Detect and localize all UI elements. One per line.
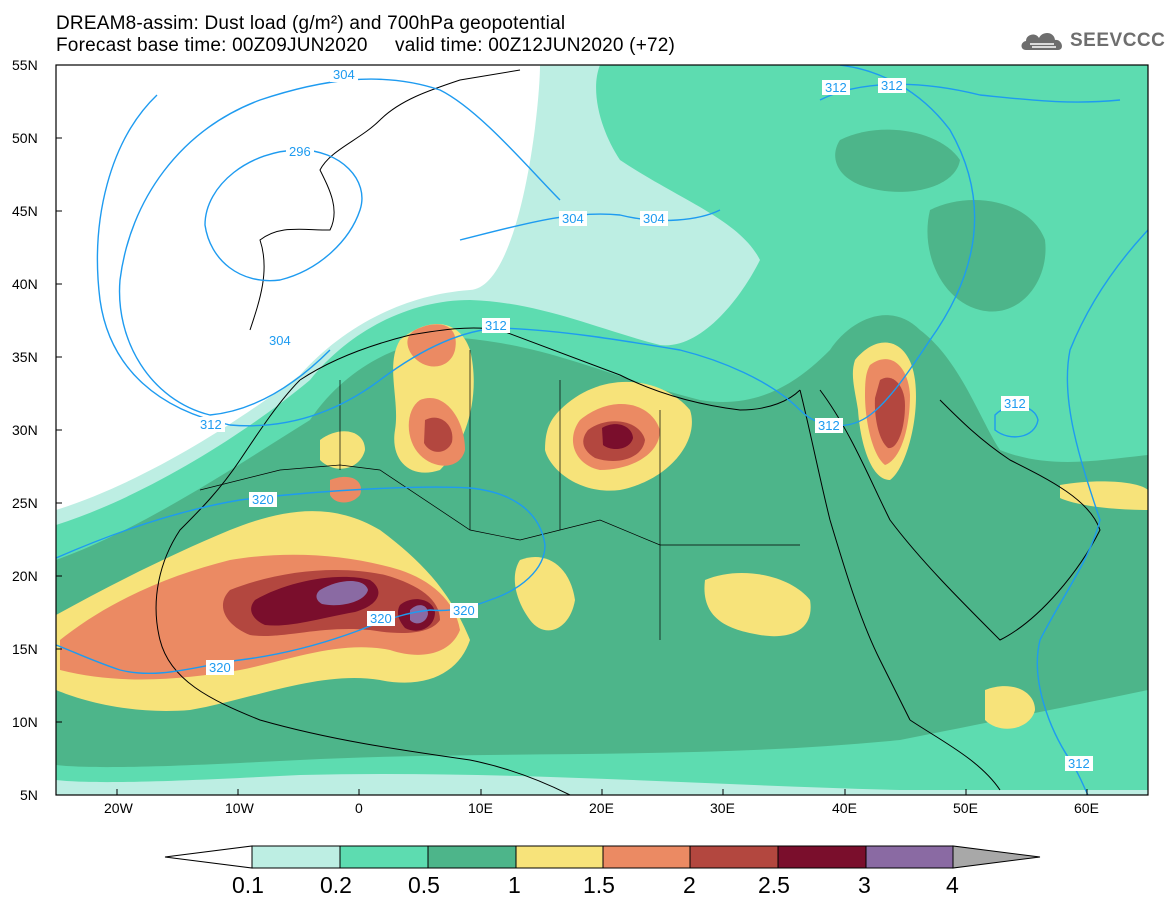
colorbar-min-arrow — [164, 845, 253, 869]
contour-label: 296 — [289, 144, 311, 159]
colorbar-bin — [339, 845, 429, 869]
lat-tick-label: 50N — [12, 130, 38, 146]
dust-level-2.5 — [602, 424, 633, 450]
lat-axis — [56, 64, 62, 796]
colorbar-bin — [251, 845, 341, 869]
contour-label: 320 — [209, 660, 231, 675]
colorbar-label: 1 — [508, 872, 521, 898]
lat-tick-label: 45N — [12, 203, 38, 219]
colorbar-labels: 0.1 0.2 0.5 1 1.5 2 2.5 3 4 — [232, 872, 959, 898]
colorbar-label: 2.5 — [758, 872, 790, 898]
colorbar-bin — [602, 845, 691, 869]
colorbar-label: 1.5 — [583, 872, 615, 898]
coastlines — [155, 69, 1101, 795]
colorbar-bin — [689, 845, 779, 869]
colorbar — [164, 845, 1041, 869]
coastline-north-africa — [299, 327, 801, 411]
coastline-red-sea — [799, 389, 911, 721]
dust-level-2 — [874, 377, 905, 449]
dust-level-1 — [514, 556, 575, 631]
contour-label: 312 — [1004, 396, 1026, 411]
dust-level-0.5 — [835, 129, 960, 192]
contour-304 — [118, 78, 561, 416]
dust-level-1 — [985, 686, 1035, 729]
lat-labels: 55N 50N 45N 40N 35N 30N 25N 20N 15N 10N … — [12, 57, 38, 803]
lon-tick-label: 0 — [355, 800, 363, 816]
contour-label: 312 — [818, 418, 840, 433]
lon-tick-label: 10W — [225, 800, 255, 816]
contour-304b — [459, 209, 721, 241]
contour-label: 312 — [485, 318, 507, 333]
logo-text: SEEVCCC — [1070, 30, 1165, 51]
lat-tick-label: 20N — [12, 568, 38, 584]
lon-tick-label: 60E — [1074, 800, 1099, 816]
coastline-horn — [909, 719, 1001, 791]
colorbar-label: 0.2 — [320, 872, 352, 898]
geopotential-contours — [56, 65, 1148, 795]
seevccc-logo: SEEVCCC — [1018, 26, 1165, 56]
lon-axis — [116, 789, 1088, 795]
dust-level-3 — [316, 581, 368, 606]
map-title: DREAM8-assim: Dust load (g/m²) and 700hP… — [56, 13, 566, 34]
contour-label: 312 — [881, 78, 903, 93]
lat-tick-label: 35N — [12, 349, 38, 365]
contour-320 — [56, 486, 546, 675]
dust-level-2 — [424, 417, 453, 452]
contour-label: 312 — [1068, 756, 1090, 771]
contour-312-east — [819, 83, 1121, 103]
colorbar-label: 4 — [946, 872, 959, 898]
lat-tick-label: 5N — [20, 787, 38, 803]
cloud-icon — [1021, 32, 1062, 50]
colorbar-label: 0.5 — [408, 872, 440, 898]
lat-tick-label: 40N — [12, 276, 38, 292]
lon-tick-label: 10E — [468, 800, 493, 816]
contour-labels: 304 312 312 296 304 304 304 312 312 312 … — [197, 67, 1093, 771]
colorbar-bin — [777, 845, 867, 869]
lat-tick-label: 15N — [12, 641, 38, 657]
contour-label: 312 — [825, 80, 847, 95]
lon-tick-label: 20W — [104, 800, 134, 816]
contour-label: 304 — [333, 67, 355, 82]
border-sahara — [339, 350, 661, 640]
colorbar-label: 2 — [683, 872, 696, 898]
coastline-europe — [249, 69, 521, 331]
lat-tick-label: 10N — [12, 714, 38, 730]
lat-tick-label: 55N — [12, 57, 38, 73]
lat-tick-label: 25N — [12, 495, 38, 511]
colorbar-label: 3 — [858, 872, 871, 898]
lon-tick-label: 50E — [953, 800, 978, 816]
contour-312 — [96, 65, 976, 427]
lon-tick-label: 20E — [589, 800, 614, 816]
dust-level-1 — [320, 431, 365, 469]
dust-level-3 — [410, 605, 428, 624]
dust-level-1 — [1060, 481, 1148, 510]
lon-labels: 20W 10W 0 10E 20E 30E 40E 50E 60E — [104, 800, 1099, 816]
dust-level-1.5 — [407, 324, 456, 367]
colorbar-label: 0.1 — [232, 872, 264, 898]
forecast-time-line: Forecast base time: 00Z09JUN2020 valid t… — [56, 35, 676, 56]
coastline-arabia — [819, 389, 1101, 641]
colorbar-bin — [865, 845, 954, 869]
contour-296 — [204, 149, 363, 282]
lat-tick-label: 30N — [12, 422, 38, 438]
colorbar-bin — [515, 845, 604, 869]
contour-label: 320 — [370, 611, 392, 626]
contour-label: 312 — [200, 417, 222, 432]
contour-label: 304 — [562, 211, 584, 226]
contour-label: 304 — [269, 333, 291, 348]
dust-level-1 — [704, 572, 811, 637]
lon-tick-label: 40E — [832, 800, 857, 816]
coastline-west-africa — [155, 379, 571, 795]
border-sahel — [199, 464, 800, 546]
lon-tick-label: 30E — [710, 800, 735, 816]
contour-label: 320 — [453, 603, 475, 618]
dust-level-0.5 — [927, 200, 1046, 312]
contour-label: 304 — [643, 211, 665, 226]
dust-field — [56, 65, 1148, 795]
colorbar-max-arrow — [952, 845, 1041, 869]
contour-label: 320 — [252, 492, 274, 507]
colorbar-bin — [427, 845, 517, 869]
